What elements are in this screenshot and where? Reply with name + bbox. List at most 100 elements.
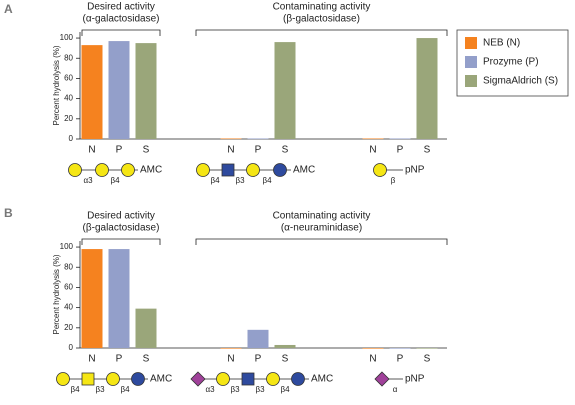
glycan-label: AMC xyxy=(293,165,315,176)
glycan-label: β xyxy=(391,176,396,185)
glycan-label: β3 xyxy=(255,385,265,394)
bar xyxy=(274,42,296,139)
glycan-label: α xyxy=(393,385,398,394)
glycan-residue xyxy=(266,372,280,386)
legend-swatch xyxy=(465,75,477,87)
x-tick-label: N xyxy=(88,354,95,365)
glycan-label: β4 xyxy=(262,176,272,185)
x-tick-label: S xyxy=(282,354,289,365)
y-tick-label: 100 xyxy=(60,33,74,42)
x-tick-label: S xyxy=(424,354,431,365)
y-tick-label: 0 xyxy=(69,343,74,352)
y-tick-label: 20 xyxy=(64,323,73,332)
glycan-label: β3 xyxy=(230,385,240,394)
bar xyxy=(220,138,242,140)
glycan-residue xyxy=(196,163,210,177)
bar xyxy=(389,348,411,349)
glycan-residue xyxy=(373,163,387,177)
bar xyxy=(108,249,130,348)
y-tick-label: 60 xyxy=(64,74,73,83)
y-axis-title: Percent hydrolysis (%) xyxy=(52,254,61,334)
bar xyxy=(135,43,157,139)
y-tick-label: 40 xyxy=(64,94,73,103)
glycan-residue xyxy=(106,372,120,386)
x-tick-label: N xyxy=(227,145,234,156)
glycan-residue xyxy=(121,163,135,177)
bar xyxy=(220,348,242,349)
glycan-residue xyxy=(374,371,390,387)
group-title: Desired activity xyxy=(87,2,155,13)
bar xyxy=(135,308,157,348)
glycan-residue xyxy=(190,371,206,387)
x-tick-label: S xyxy=(143,145,150,156)
x-tick-label: S xyxy=(424,145,431,156)
y-tick-label: 20 xyxy=(64,114,73,123)
x-tick-label: P xyxy=(397,354,404,365)
bar xyxy=(416,348,438,349)
glycan-label: α3 xyxy=(83,176,93,185)
legend-swatch xyxy=(465,37,477,49)
x-tick-label: P xyxy=(116,145,123,156)
bar xyxy=(416,38,438,139)
glycan-label: β4 xyxy=(210,176,220,185)
panel-letter: B xyxy=(4,206,13,220)
panel-letter: A xyxy=(4,2,13,16)
glycan-label: β3 xyxy=(235,176,245,185)
group-bracket xyxy=(81,238,161,245)
group-subtitle: (α-galactosidase) xyxy=(83,14,160,25)
x-tick-label: N xyxy=(369,145,376,156)
y-tick-label: 80 xyxy=(64,262,73,271)
glycan-label: pNP xyxy=(405,165,425,176)
legend-label: SigmaAldrich (S) xyxy=(483,76,558,87)
bar xyxy=(108,41,130,140)
bar xyxy=(81,45,103,139)
glycan-residue xyxy=(246,163,260,177)
group-title: Desired activity xyxy=(87,211,155,222)
x-tick-label: P xyxy=(255,354,262,365)
y-tick-label: 100 xyxy=(60,242,74,251)
glycan-label: AMC xyxy=(150,374,172,385)
glycan-residue xyxy=(81,372,95,386)
glycan-residue xyxy=(216,372,230,386)
x-tick-label: N xyxy=(369,354,376,365)
glycan-label: α3 xyxy=(205,385,215,394)
x-tick-label: S xyxy=(282,145,289,156)
bar xyxy=(247,329,269,348)
group-subtitle: (β-galactosidase) xyxy=(283,14,360,25)
glycan-residue xyxy=(273,163,287,177)
group-bracket xyxy=(81,29,161,36)
y-tick-label: 0 xyxy=(69,134,74,143)
glycan-label: pNP xyxy=(405,374,425,385)
bar xyxy=(247,138,269,140)
glycan-residue xyxy=(241,372,255,386)
glycan-label: β4 xyxy=(110,176,120,185)
group-subtitle: (β-galactosidase) xyxy=(83,223,160,234)
group-bracket xyxy=(195,238,448,245)
glycan-residue xyxy=(56,372,70,386)
glycan-label: β3 xyxy=(95,385,105,394)
group-subtitle: (α-neuraminidase) xyxy=(281,223,362,234)
glycan-residue xyxy=(291,372,305,386)
x-tick-label: P xyxy=(255,145,262,156)
glycan-label: β4 xyxy=(280,385,290,394)
legend-swatch xyxy=(465,56,477,68)
x-tick-label: P xyxy=(116,354,123,365)
x-tick-label: N xyxy=(227,354,234,365)
glycan-label: AMC xyxy=(140,165,162,176)
group-title: Contaminating activity xyxy=(273,211,371,222)
legend-label: Prozyme (P) xyxy=(483,57,539,68)
glycan-residue xyxy=(221,163,235,177)
y-tick-label: 40 xyxy=(64,303,73,312)
bar xyxy=(389,138,411,140)
y-tick-label: 80 xyxy=(64,53,73,62)
bar xyxy=(81,249,103,348)
legend-label: NEB (N) xyxy=(483,38,520,49)
glycan-residue xyxy=(95,163,109,177)
x-tick-label: N xyxy=(88,145,95,156)
group-title: Contaminating activity xyxy=(273,2,371,13)
bar xyxy=(274,344,296,348)
glycan-residue xyxy=(131,372,145,386)
group-bracket xyxy=(195,29,448,36)
x-tick-label: S xyxy=(143,354,150,365)
